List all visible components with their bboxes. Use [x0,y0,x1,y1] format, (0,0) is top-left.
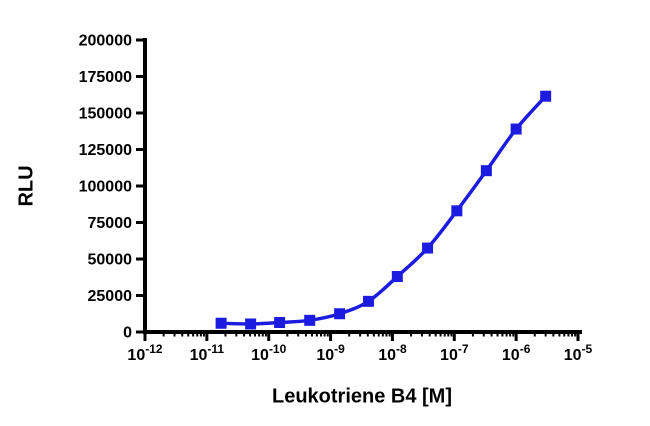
x-tick-label: 10-12 [127,342,162,364]
y-tick-label: 0 [123,325,132,342]
data-point-marker [480,165,492,177]
data-point-marker [215,317,227,329]
axes [143,38,582,334]
x-tick-label: 10-8 [378,342,407,364]
y-tick-label: 200000 [79,33,132,50]
x-axis-title: Leukotriene B4 [M] [271,385,453,408]
x-tick-label: 10-11 [190,342,225,364]
x-tick-label: 10-10 [251,342,286,364]
x-tick-label: 10-9 [316,342,345,364]
data-point-marker [422,242,434,254]
data-point-marker [274,317,286,329]
data-point-marker [304,314,316,326]
data-point-marker [510,123,522,135]
data-point-marker [391,271,403,283]
data-point-marker [451,205,463,217]
x-tick-label: 10-5 [564,342,593,364]
x-minor-ticks [162,332,577,337]
data-point-marker [362,295,374,307]
x-tick-label: 10-7 [440,342,469,364]
y-tick-label: 50000 [88,252,133,269]
data-point-marker [540,90,552,102]
x-axis-ticks: 10-12 10-11 10-10 10-9 10-8 10-7 10-6 10-5 [127,332,593,364]
y-tick-label: 100000 [79,179,132,196]
data-point-marker [334,308,346,320]
y-tick-label: 125000 [79,142,132,159]
dose-response-curve [219,94,548,326]
y-tick-label: 75000 [88,215,133,232]
y-axis-title: RLU [15,165,38,207]
y-tick-label: 25000 [88,288,133,305]
y-tick-label: 175000 [79,69,132,86]
y-tick-label: 150000 [79,106,132,123]
x-tick-label: 10-6 [502,342,531,364]
series-leukotriene-b4-dose-response [215,90,552,330]
y-axis-ticks: 0 25000 50000 75000 100000 125000 150000 175000… [79,33,145,342]
data-point-marker [245,318,257,330]
